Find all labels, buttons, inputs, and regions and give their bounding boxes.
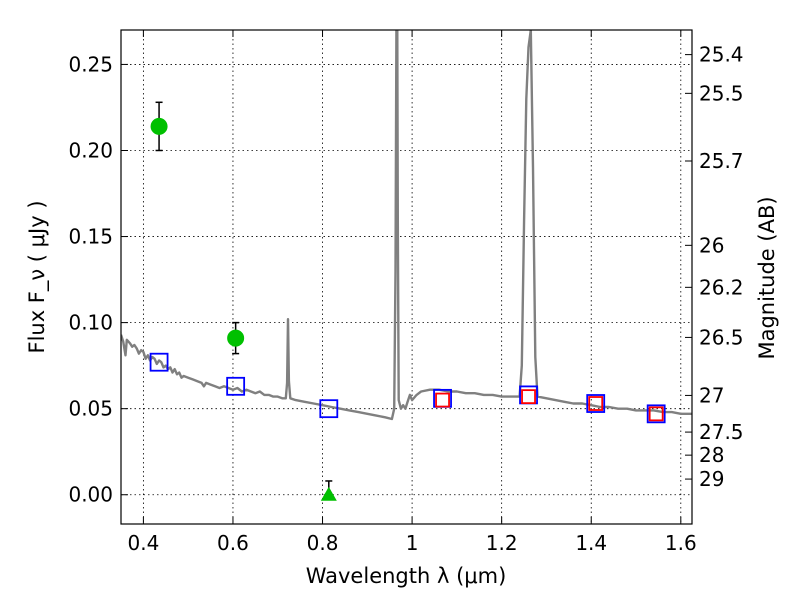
model-band-square bbox=[149, 352, 169, 372]
observed-flux-point bbox=[227, 329, 245, 347]
x-axis-label: Wavelength λ (μm) bbox=[306, 564, 507, 588]
model-band-square bbox=[586, 394, 606, 413]
right-tick-label: 29 bbox=[699, 467, 724, 491]
model-band-square bbox=[226, 376, 246, 396]
right-axis-label: Magnitude (AB) bbox=[755, 196, 779, 359]
model-band-square-red bbox=[521, 389, 536, 405]
model-band-square bbox=[319, 399, 339, 419]
right-tick-label: 27.5 bbox=[699, 420, 744, 444]
y-tick-label: 0.00 bbox=[68, 483, 113, 507]
axis-ticks: 0.4 0.6 0.8 1 1.2 1.4 1.6 0.00 0.05 0.10 0.15 0.20 0… bbox=[68, 30, 744, 555]
y-tick-label: 0.20 bbox=[68, 138, 113, 162]
y-tick-label: 0.25 bbox=[68, 52, 113, 76]
right-tick-label: 25.7 bbox=[699, 149, 744, 173]
right-tick-label: 28 bbox=[699, 443, 724, 467]
right-tick-label: 26.5 bbox=[699, 325, 744, 349]
x-tick-label: 1.4 bbox=[575, 531, 607, 555]
x-tick-label: 0.6 bbox=[217, 531, 249, 555]
x-tick-label: 0.8 bbox=[307, 531, 339, 555]
x-tick-label: 0.4 bbox=[127, 531, 159, 555]
model-band-square bbox=[646, 404, 666, 424]
x-tick-label: 1.2 bbox=[486, 531, 518, 555]
model-band-square-red bbox=[435, 392, 450, 408]
right-tick-label: 27 bbox=[699, 383, 724, 407]
model-spectrum-line bbox=[121, 30, 692, 421]
right-tick-label: 26 bbox=[699, 233, 724, 257]
observed-flux-point bbox=[150, 117, 168, 135]
plot-series bbox=[121, 30, 692, 501]
right-tick-label: 26.2 bbox=[699, 275, 744, 299]
y-axis-label: Flux F_ν ( μJy ) bbox=[25, 200, 50, 353]
y-tick-label: 0.05 bbox=[68, 397, 113, 421]
y-tick-label: 0.10 bbox=[68, 311, 113, 335]
grid-lines bbox=[121, 30, 692, 524]
x-tick-label: 1 bbox=[406, 531, 419, 555]
y-tick-label: 0.15 bbox=[68, 225, 113, 249]
right-tick-label: 25.5 bbox=[699, 81, 744, 105]
model-band-square-red bbox=[648, 406, 664, 422]
right-tick-label: 25.4 bbox=[699, 43, 744, 67]
upper-limit-triangle bbox=[320, 486, 337, 501]
plot-frame bbox=[120, 29, 693, 525]
x-tick-label: 1.6 bbox=[665, 531, 697, 555]
model-band-square-red bbox=[588, 396, 604, 411]
